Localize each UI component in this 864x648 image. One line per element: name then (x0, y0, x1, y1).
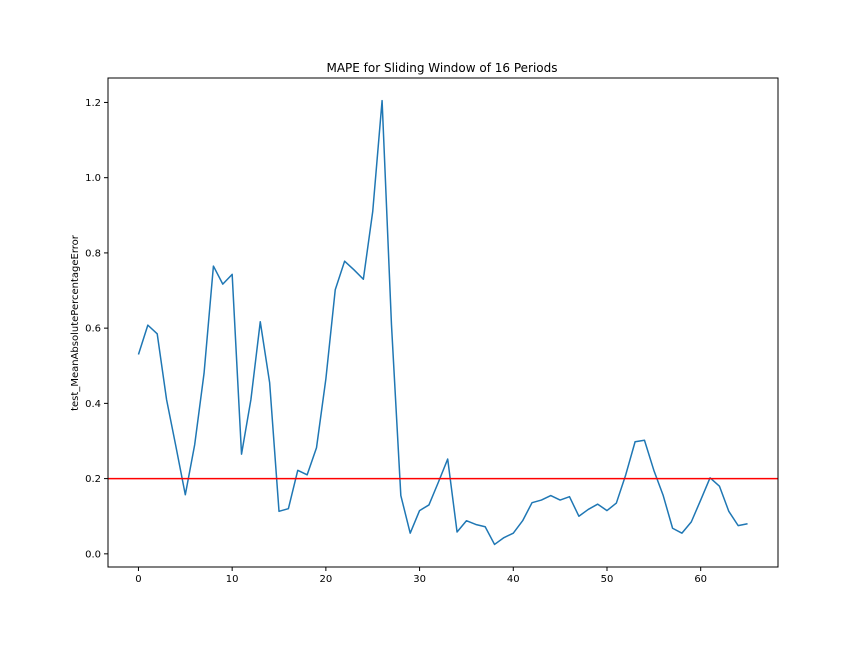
plot-area: 0 10 20 30 40 50 60 0.0 0.2 0.4 0.6 0.8 1.0 1.2 (85, 77, 779, 585)
y-tick-label: 1.0 (85, 173, 101, 184)
y-tick-label: 0.6 (85, 324, 101, 335)
y-tick-label: 0.2 (85, 474, 101, 485)
y-tick-label: 0.4 (85, 399, 101, 410)
y-tick-label: 1.2 (85, 98, 101, 109)
x-tick-label: 40 (507, 574, 520, 585)
x-tick-label: 30 (413, 574, 426, 585)
x-tick-label: 0 (135, 574, 141, 585)
y-tick-label: 0.8 (85, 248, 101, 259)
x-tick-label: 60 (694, 574, 707, 585)
y-axis-label: test_MeanAbsolutePercentageError (70, 234, 81, 411)
y-tick-label: 0.0 (85, 549, 101, 560)
x-tick-label: 50 (601, 574, 614, 585)
mape-series-line (137, 99, 748, 546)
axes-frame (107, 77, 779, 568)
chart-title: MAPE for Sliding Window of 16 Periods (326, 61, 557, 75)
x-tick-label: 20 (319, 574, 332, 585)
x-tick-label: 10 (226, 574, 239, 585)
